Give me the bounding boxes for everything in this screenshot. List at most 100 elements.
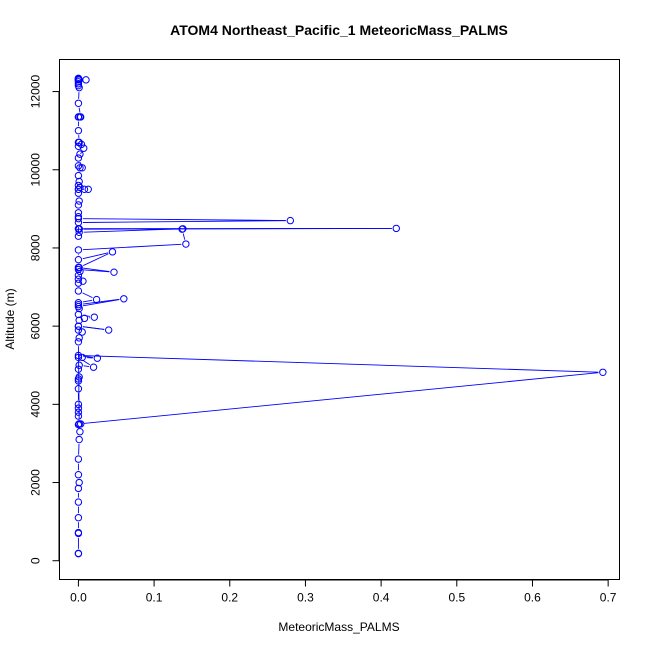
data-point	[75, 435, 83, 444]
data-point	[92, 295, 101, 304]
data-point	[74, 201, 83, 209]
data-point	[74, 404, 83, 412]
data-point	[80, 314, 89, 323]
x-tick-label: 0.6	[524, 591, 541, 605]
x-tick-label: 0.1	[146, 591, 163, 605]
data-point	[74, 302, 83, 311]
data-point	[75, 197, 83, 205]
y-tick-label: 10000	[29, 153, 43, 187]
data-point	[74, 255, 83, 264]
y-tick-label: 4000	[29, 391, 43, 418]
data-point	[74, 181, 83, 190]
data-point	[76, 150, 84, 158]
data-point	[74, 484, 83, 493]
y-tick-label: 0	[29, 557, 43, 564]
data-point	[76, 428, 84, 436]
data-point	[74, 232, 83, 240]
y-axis-label: Altitude (m)	[3, 288, 17, 349]
data-point	[74, 287, 83, 295]
series-segment	[82, 299, 93, 303]
data-point	[80, 185, 89, 194]
data-point	[286, 216, 295, 225]
series-segment	[83, 372, 599, 424]
series-segment	[82, 218, 286, 221]
data-point	[74, 212, 83, 221]
data-point	[74, 338, 83, 346]
data-point	[74, 298, 83, 307]
data-point	[76, 113, 85, 121]
series-segment	[82, 292, 93, 299]
series-layer	[74, 74, 607, 558]
x-tick-label: 0.3	[297, 591, 314, 605]
chart-title: ATOM4 Northeast_Pacific_1 MeteoricMass_P…	[170, 22, 508, 38]
data-point	[74, 271, 83, 280]
data-point	[104, 326, 113, 334]
data-point	[599, 368, 607, 376]
data-point	[82, 76, 90, 84]
data-point	[74, 246, 83, 254]
data-point	[78, 328, 86, 336]
data-point	[75, 420, 83, 428]
data-point	[74, 455, 83, 463]
data-point	[110, 268, 118, 276]
data-point	[74, 275, 83, 283]
data-point	[74, 498, 83, 506]
data-point	[74, 171, 83, 180]
series-segment	[80, 151, 82, 155]
data-point	[78, 164, 86, 172]
y-axis: 0 2000 4000 6000 8000 10000 12000	[29, 75, 60, 564]
series-segment	[82, 243, 182, 251]
data-point	[74, 408, 83, 416]
series-segment	[83, 253, 109, 266]
data-point	[74, 471, 83, 479]
y-tick-label: 8000	[29, 234, 43, 261]
data-point	[74, 300, 83, 309]
x-axis: 0.0 0.1 0.2 0.3 0.4 0.5 0.6 0.7	[70, 579, 617, 605]
series-segment	[82, 252, 109, 260]
data-point	[84, 185, 92, 194]
series-segment	[78, 107, 81, 113]
series-segment	[182, 233, 186, 240]
data-point	[74, 412, 83, 420]
data-point	[74, 400, 83, 409]
data-point	[74, 353, 83, 362]
series-segment	[83, 228, 179, 233]
x-tick-label: 0.2	[221, 591, 238, 605]
data-point	[74, 113, 83, 121]
data-point	[74, 162, 83, 170]
data-point	[74, 351, 83, 360]
data-point	[74, 322, 83, 330]
x-tick-label: 0.4	[373, 591, 390, 605]
data-point	[76, 164, 84, 172]
data-point	[79, 277, 87, 285]
data-point	[74, 126, 83, 135]
series-segment	[82, 298, 120, 305]
data-point	[90, 313, 99, 321]
data-point	[74, 214, 83, 223]
data-point	[93, 354, 102, 362]
x-tick-label: 0.7	[600, 591, 617, 605]
data-point	[75, 334, 83, 342]
data-point	[75, 138, 83, 147]
data-point	[74, 99, 83, 107]
x-tick-label: 0.5	[448, 591, 465, 605]
data-point	[392, 224, 400, 233]
data-point	[179, 225, 187, 233]
data-point	[89, 363, 98, 371]
series-segment	[82, 220, 286, 223]
data-point	[74, 377, 83, 385]
data-point	[75, 373, 83, 381]
data-point	[74, 154, 83, 162]
x-axis-label: MeteoricMass_PALMS	[278, 620, 399, 634]
data-point	[74, 549, 83, 558]
series-segment	[82, 267, 110, 273]
data-point	[74, 218, 83, 227]
y-tick-label: 2000	[29, 469, 43, 496]
data-point	[74, 326, 83, 334]
data-point	[78, 353, 86, 362]
data-point	[74, 279, 83, 287]
data-point	[75, 263, 83, 272]
data-point	[74, 310, 83, 319]
series-segment	[82, 326, 105, 330]
